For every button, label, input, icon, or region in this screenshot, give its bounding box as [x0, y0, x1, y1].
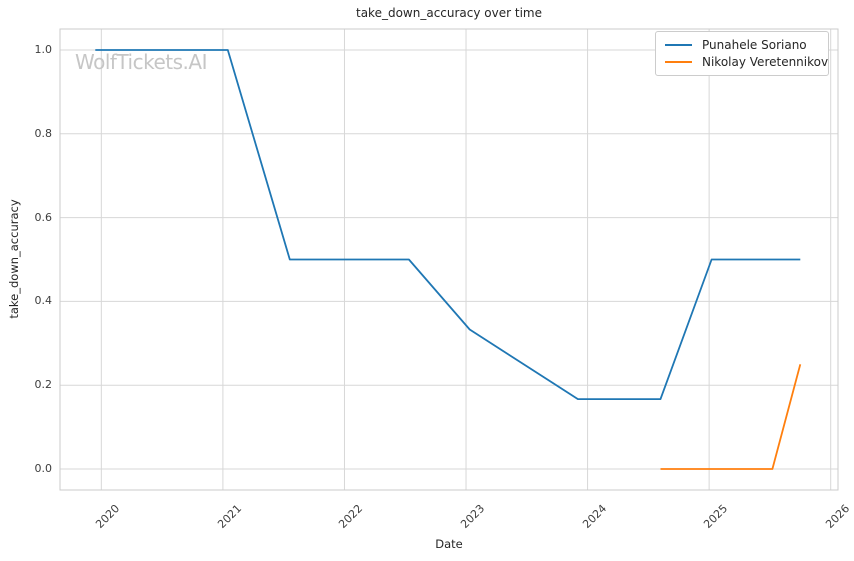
legend-label: Punahele Soriano [702, 37, 807, 52]
legend-label: Nikolay Veretennikov [702, 55, 829, 70]
plot-spine [59, 28, 839, 491]
y-tick-label: 0.8 [34, 127, 53, 141]
y-tick-label: 1.0 [34, 43, 53, 57]
y-tick-label: 0.2 [34, 378, 53, 392]
y-tick-label: 0.4 [34, 294, 53, 308]
chart-title: take_down_accuracy over time [356, 6, 542, 20]
y-tick-label: 0.0 [34, 462, 53, 476]
legend-line-sample-icon [665, 61, 692, 64]
legend-entry-nikolay-veretennikov: Nikolay Veretennikov [665, 54, 828, 72]
legend: Punahele Soriano Nikolay Veretennikov [655, 31, 829, 76]
series-line-1 [660, 364, 802, 470]
y-tick-label: 0.6 [34, 210, 53, 224]
watermark: WolfTickets.AI [75, 50, 207, 74]
x-axis-label: Date [435, 537, 463, 551]
series-line-0 [95, 49, 801, 400]
legend-line-sample-icon [665, 43, 692, 46]
legend-entry-punahele-soriano: Punahele Soriano [665, 36, 819, 54]
y-axis-label: take_down_accuracy [7, 199, 21, 319]
